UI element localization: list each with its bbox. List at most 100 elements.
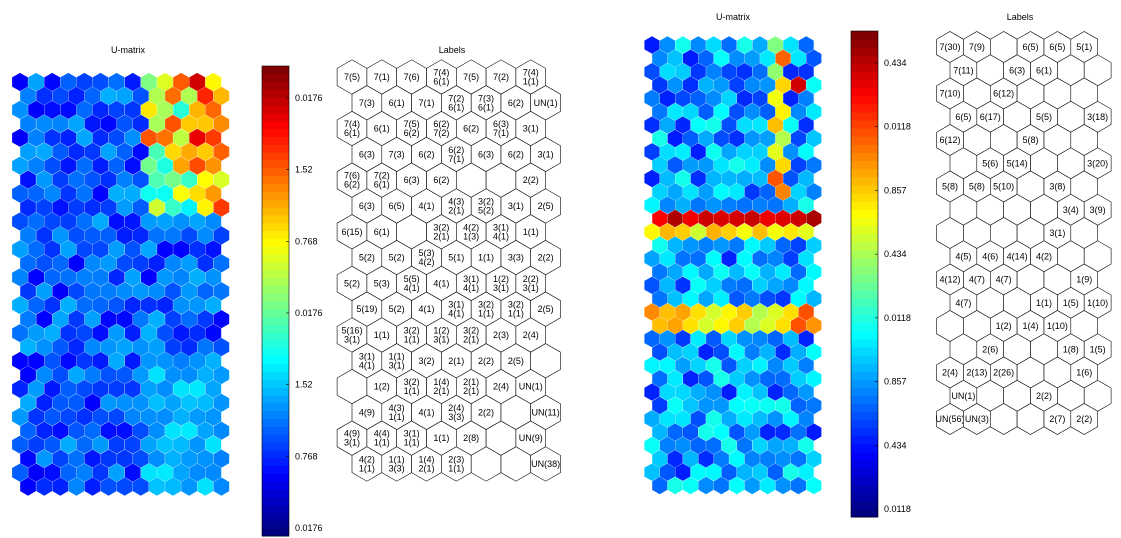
umatrix-cell bbox=[76, 72, 93, 92]
umatrix-cell bbox=[790, 370, 806, 388]
umatrix-cell bbox=[84, 477, 101, 496]
label-cell-text: 4(1) bbox=[404, 283, 420, 293]
label-cell-text: UN(1) bbox=[519, 382, 543, 392]
umatrix-cell bbox=[157, 379, 173, 398]
umatrix-cell bbox=[783, 36, 799, 54]
left-colorbar: 0.0176 1.52 0.768 0.0176 1.52 0.768 0.0176 bbox=[261, 65, 323, 537]
umatrix-cell bbox=[12, 100, 28, 119]
umatrix-cell bbox=[205, 435, 222, 454]
umatrix-cell bbox=[721, 89, 737, 108]
umatrix-cell bbox=[713, 289, 729, 308]
umatrix-cell bbox=[12, 240, 28, 259]
umatrix-cell bbox=[721, 63, 737, 81]
umatrix-cell bbox=[806, 396, 822, 415]
umatrix-cell bbox=[28, 435, 44, 454]
label-cell-text: 3(1) bbox=[463, 274, 479, 284]
label-cell-text: 7(30) bbox=[939, 42, 960, 52]
umatrix-cell bbox=[706, 36, 722, 54]
label-cell-text: 7(3) bbox=[359, 98, 375, 108]
umatrix-cell bbox=[149, 282, 165, 301]
umatrix-cell bbox=[157, 100, 173, 119]
umatrix-cell bbox=[760, 476, 776, 495]
umatrix-cell bbox=[36, 393, 53, 412]
umatrix-cell bbox=[752, 356, 768, 375]
umatrix-cell bbox=[68, 282, 85, 301]
umatrix-cell bbox=[713, 129, 729, 148]
colorbar-segment bbox=[262, 144, 289, 153]
umatrix-cell bbox=[698, 209, 714, 228]
umatrix-cell bbox=[205, 379, 222, 398]
umatrix-cell bbox=[713, 209, 729, 228]
umatrix-cell bbox=[108, 72, 125, 92]
label-cell-text: 5(10) bbox=[993, 182, 1014, 192]
label-cell-text: 1(1) bbox=[448, 464, 464, 474]
umatrix-cell bbox=[141, 351, 157, 371]
umatrix-cell bbox=[775, 289, 791, 308]
umatrix-cell bbox=[132, 282, 149, 301]
label-cell-text: 4(2) bbox=[463, 222, 479, 232]
umatrix-cell bbox=[729, 370, 745, 388]
umatrix-cell bbox=[68, 337, 85, 357]
umatrix-cell bbox=[100, 86, 117, 106]
umatrix-cell bbox=[68, 365, 85, 385]
colorbar-segment bbox=[262, 489, 289, 498]
umatrix-cell bbox=[84, 282, 101, 301]
umatrix-cell bbox=[721, 143, 737, 161]
label-cell-text: 3(1) bbox=[448, 300, 464, 310]
umatrix-cell bbox=[736, 356, 752, 375]
colorbar-segment bbox=[262, 457, 289, 466]
umatrix-cell bbox=[698, 236, 714, 254]
colorbar-segment bbox=[262, 175, 289, 184]
umatrix-cell bbox=[698, 49, 714, 68]
umatrix-cell bbox=[683, 396, 699, 415]
label-cell-text: 1(1) bbox=[389, 455, 405, 465]
umatrix-cell bbox=[44, 128, 61, 147]
umatrix-cell bbox=[683, 370, 699, 388]
umatrix-cell bbox=[760, 450, 776, 468]
umatrix-cell bbox=[36, 365, 53, 385]
umatrix-cell bbox=[213, 337, 230, 357]
umatrix-cell bbox=[729, 476, 745, 495]
umatrix-cell bbox=[197, 449, 214, 468]
umatrix-cell bbox=[729, 236, 745, 254]
umatrix-cell bbox=[752, 223, 768, 241]
umatrix-cell bbox=[181, 337, 197, 357]
umatrix-cell bbox=[28, 268, 44, 287]
label-cell-text: 1(3) bbox=[463, 231, 479, 241]
umatrix-cell bbox=[132, 170, 149, 189]
umatrix-cell bbox=[790, 183, 806, 201]
umatrix-cell bbox=[213, 449, 230, 468]
umatrix-cell bbox=[744, 76, 760, 94]
label-cell-text: 4(1) bbox=[493, 231, 509, 241]
umatrix-cell bbox=[52, 421, 69, 440]
umatrix-cell bbox=[775, 396, 791, 415]
umatrix-cell bbox=[760, 103, 776, 121]
umatrix-cell bbox=[659, 89, 675, 108]
umatrix-cell bbox=[652, 343, 668, 361]
umatrix-cell bbox=[173, 268, 189, 287]
umatrix-cell bbox=[752, 249, 768, 268]
colorbar-segment bbox=[262, 363, 289, 372]
umatrix-cell bbox=[124, 407, 141, 426]
umatrix-cell bbox=[729, 76, 745, 94]
colorbar-segment bbox=[262, 136, 289, 145]
umatrix-cell bbox=[44, 156, 61, 175]
umatrix-cell bbox=[659, 410, 675, 428]
label-cell-text: 6(2) bbox=[448, 145, 464, 155]
umatrix-cell bbox=[760, 76, 776, 94]
umatrix-cell bbox=[690, 436, 706, 455]
umatrix-cell bbox=[698, 343, 714, 361]
umatrix-cell bbox=[76, 324, 93, 343]
label-cell-text: 1(1) bbox=[478, 253, 494, 263]
umatrix-cell bbox=[116, 310, 133, 329]
umatrix-cell bbox=[713, 49, 729, 68]
label-cell-text: 1(1) bbox=[523, 227, 539, 237]
umatrix-cell bbox=[124, 72, 141, 92]
label-cell-text: 3(8) bbox=[1049, 182, 1065, 192]
umatrix-cell bbox=[806, 423, 822, 441]
umatrix-cell bbox=[52, 114, 69, 133]
umatrix-cell bbox=[675, 36, 691, 54]
label-cell-text: 5(16) bbox=[341, 326, 362, 336]
umatrix-cell bbox=[165, 198, 181, 217]
umatrix-cell bbox=[141, 407, 157, 426]
